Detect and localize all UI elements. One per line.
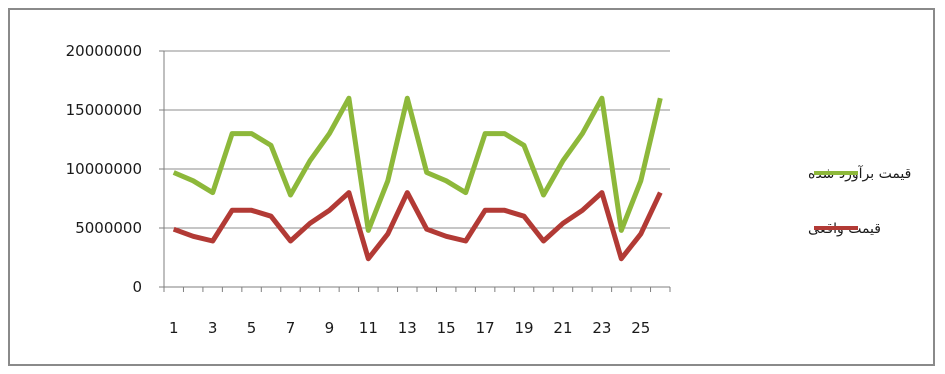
x-tick-label: 19 [514, 319, 533, 337]
x-tick-label: 13 [398, 319, 417, 337]
series-lines [172, 95, 663, 262]
y-tick-label: 15000000 [66, 101, 142, 119]
x-tick-label: 21 [553, 319, 572, 337]
y-tick-marks [159, 50, 164, 288]
x-tick-marks [163, 287, 671, 292]
x-tick-labels: 1 3 5 7 9 11 13 15 17 19 21 23 25 [169, 319, 650, 337]
y-tick-label: 20000000 [66, 42, 142, 60]
series-line-1 [172, 95, 663, 233]
x-tick-label: 15 [437, 319, 456, 337]
x-tick-label: 1 [169, 319, 179, 337]
x-tick-label: 7 [286, 319, 296, 337]
x-tick-label: 9 [325, 319, 335, 337]
series-line-2 [172, 190, 663, 262]
gridlines [164, 50, 670, 229]
chart-frame [8, 8, 935, 366]
x-tick-label: 17 [476, 319, 495, 337]
legend-label: قیمت برآورد شده [808, 165, 911, 182]
x-tick-label: 23 [592, 319, 611, 337]
x-tick-label: 3 [208, 319, 218, 337]
y-tick-label: 5000000 [75, 219, 142, 237]
y-tick-label: 0 [132, 278, 142, 296]
x-tick-label: 11 [359, 319, 378, 337]
x-tick-label: 5 [247, 319, 257, 337]
x-tick-label: 25 [631, 319, 650, 337]
y-tick-label: 10000000 [66, 160, 142, 178]
y-tick-labels: 20000000 15000000 10000000 5000000 0 [66, 42, 142, 296]
